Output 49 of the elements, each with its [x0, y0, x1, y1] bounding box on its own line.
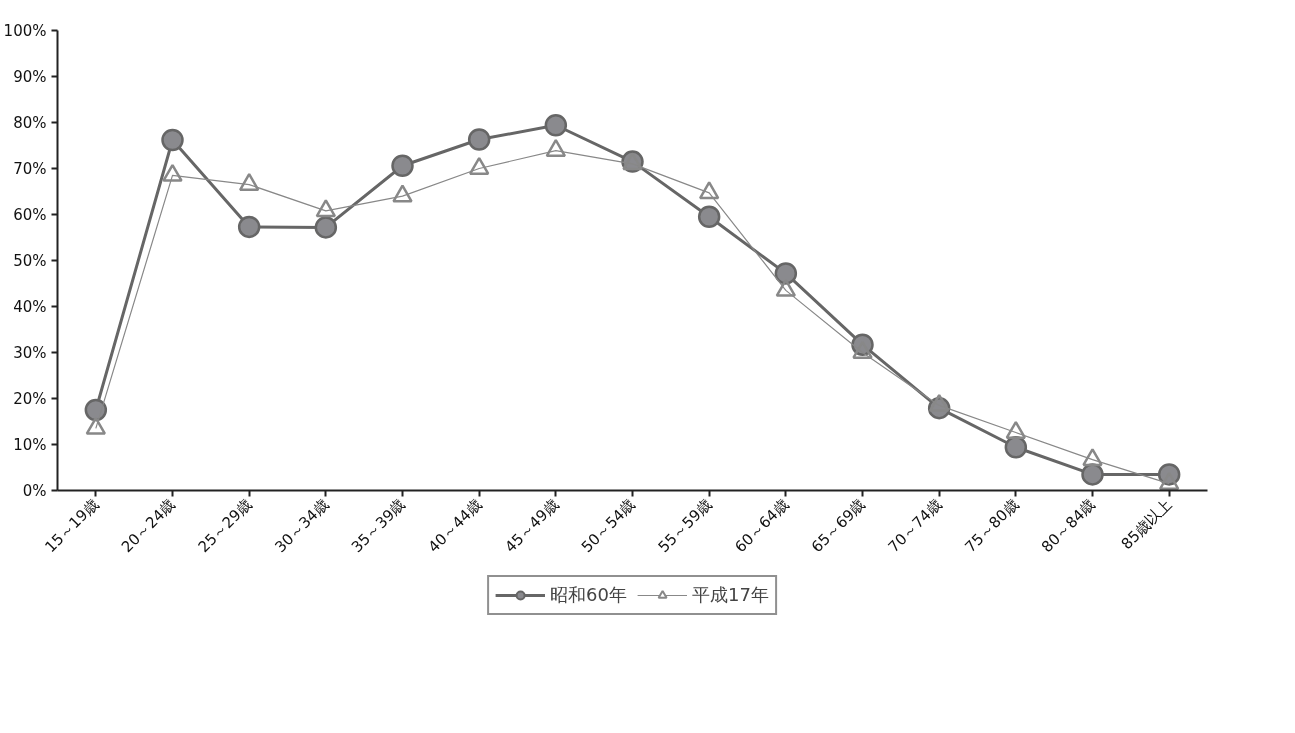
- point: [238, 172, 260, 192]
- point: [315, 199, 337, 218]
- x-tick-label: 20～24歳: [117, 495, 179, 557]
- point: [161, 128, 184, 152]
- point: [392, 184, 413, 203]
- point: [928, 393, 950, 412]
- point: [774, 262, 798, 285]
- x-tick-label: 70～74歳: [884, 495, 946, 557]
- y-tick-label: 90%: [13, 67, 47, 86]
- point: [775, 278, 797, 297]
- point: [162, 163, 183, 182]
- point: [85, 416, 107, 435]
- point: [545, 138, 567, 158]
- point: [697, 205, 721, 229]
- x-tick-label: 45～49歳: [501, 495, 563, 557]
- y-tick-label: 40%: [13, 297, 47, 316]
- point: [84, 398, 108, 422]
- y-tick-label: 100%: [3, 21, 47, 40]
- y-tick-label: 80%: [13, 113, 47, 132]
- y-tick-label: 70%: [13, 159, 47, 178]
- legend-label: 平成17年: [692, 583, 769, 607]
- point: [391, 154, 414, 177]
- x-tick-label: 60～64歳: [731, 495, 793, 557]
- y-tick-label: 60%: [13, 205, 47, 224]
- point: [852, 340, 873, 359]
- point: [1158, 471, 1180, 491]
- point: [544, 114, 568, 137]
- x-tick-label: 40～44歳: [424, 495, 486, 557]
- point: [314, 216, 338, 239]
- x-tick-label: 50～54歳: [577, 495, 639, 557]
- x-tick-label: 25～29歳: [194, 495, 256, 557]
- x-tick-label: 55～59歳: [654, 495, 716, 557]
- y-tick-label: 50%: [13, 251, 47, 270]
- x-tick-label: 30～34歳: [271, 495, 333, 557]
- x-tick-label: 80～84歳: [1037, 495, 1099, 557]
- y-tick-label: 20%: [13, 389, 47, 408]
- y-tick-label: 10%: [13, 435, 47, 454]
- x-tick-label: 85歳以上: [1117, 495, 1176, 554]
- x-tick-label: 75～80歳: [961, 495, 1023, 557]
- point: [237, 215, 261, 239]
- x-tick-label: 65～69歳: [807, 495, 869, 557]
- point: [698, 181, 720, 200]
- point: [468, 156, 490, 175]
- legend-label: 昭和60年: [550, 583, 627, 607]
- point: [1005, 420, 1027, 439]
- point: [467, 128, 491, 151]
- x-tick-label: 35～39歳: [347, 495, 409, 557]
- y-tick-label: 30%: [13, 343, 47, 362]
- point: [1082, 448, 1103, 467]
